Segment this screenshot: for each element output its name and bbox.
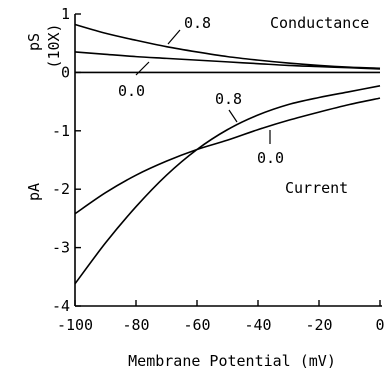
- x-tick-label: -40: [244, 316, 271, 334]
- y-axis-label-upper-sub: (10X): [45, 23, 63, 68]
- y-axis-label-lower: pA: [25, 183, 43, 201]
- x-ticks: -100 -80 -60 -40 -20 0: [57, 300, 385, 334]
- conductance-0-0-line: [74, 51, 381, 70]
- x-tick-label: -80: [122, 316, 149, 334]
- annotation-conductance-0-0: 0.0: [118, 61, 150, 100]
- plot-frame: [74, 14, 382, 307]
- annotation-conductance-0-8: 0.8: [167, 14, 211, 45]
- current-0-0-line: [74, 97, 381, 215]
- x-tick-label: -60: [183, 316, 210, 334]
- annotation-current-0-8: 0.8: [215, 90, 242, 123]
- x-tick-label: -20: [305, 316, 332, 334]
- x-tick-label: 0: [375, 316, 384, 334]
- conductance-0-8-label: 0.8: [184, 14, 211, 32]
- current-label: Current: [285, 179, 348, 197]
- conductance-0-8-line: [74, 23, 381, 70]
- y-tick-label: -4: [52, 297, 70, 315]
- y-tick-label: -2: [52, 180, 70, 198]
- conductance-label: Conductance: [270, 14, 369, 32]
- y-axis-label-upper: pS: [25, 33, 43, 51]
- y-tick-label: 0: [61, 63, 70, 81]
- current-0-8-line: [74, 85, 381, 285]
- conductance-0-0-label: 0.0: [118, 82, 145, 100]
- annotation-current-0-0: 0.0: [257, 130, 284, 167]
- x-tick-label: -100: [57, 316, 93, 334]
- x-axis-title: Membrane Potential (mV): [128, 352, 336, 370]
- y-ticks: 1 0 -1 -2 -3 -4: [52, 5, 81, 315]
- y-tick-label: 1: [61, 5, 70, 23]
- series-lines: [74, 23, 381, 285]
- current-0-0-label: 0.0: [257, 149, 284, 167]
- y-tick-label: -3: [52, 239, 70, 257]
- y-tick-label: -1: [52, 122, 70, 140]
- current-0-8-label: 0.8: [215, 90, 242, 108]
